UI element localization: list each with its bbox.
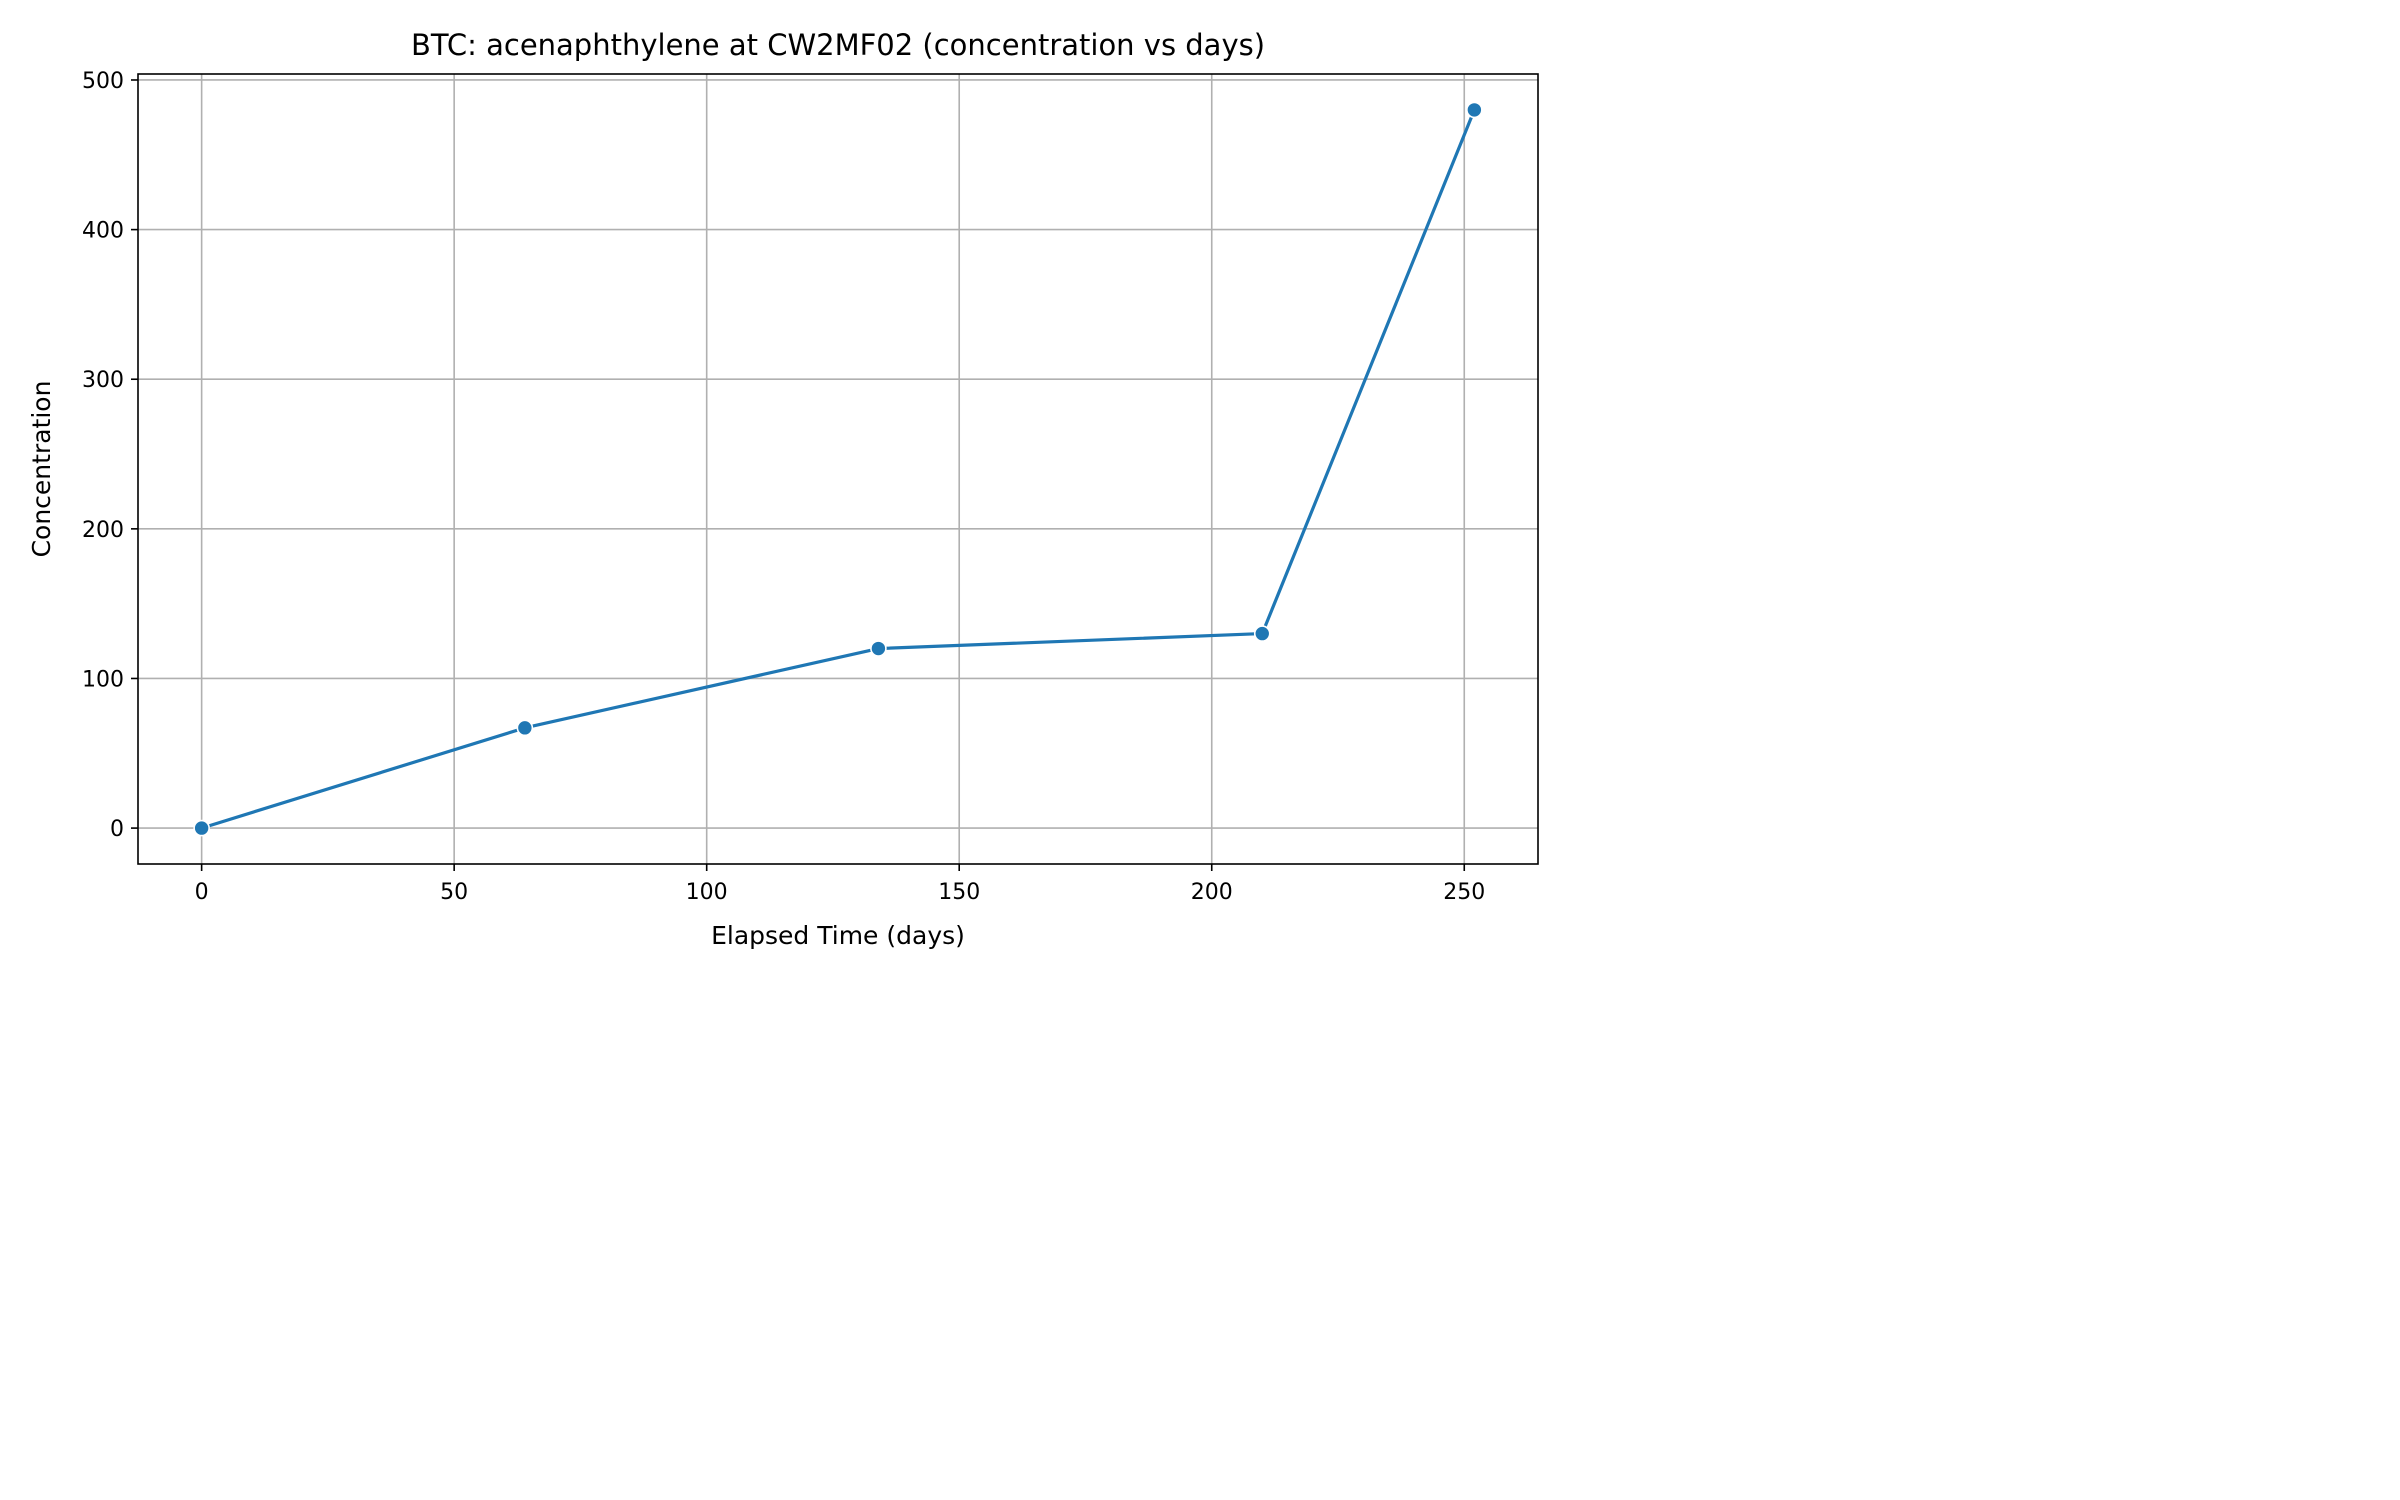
plot-frame	[137, 73, 1539, 865]
data-point	[870, 640, 887, 657]
y-axis-label: Concentration	[27, 381, 56, 558]
series-line	[201, 109, 1476, 830]
data-point	[1253, 625, 1271, 642]
y-tick-label: 0	[110, 817, 124, 842]
chart-title: BTC: acenaphthylene at CW2MF02 (concentr…	[411, 28, 1265, 62]
data-point	[516, 719, 534, 737]
x-tick-label: 100	[686, 880, 728, 905]
y-tick-label: 100	[82, 667, 124, 692]
x-tick-label: 150	[938, 880, 980, 905]
x-tick-label: 50	[440, 880, 468, 905]
series-layer	[193, 101, 1483, 837]
y-tick-label: 400	[82, 219, 124, 244]
x-tick-label: 250	[1443, 880, 1485, 905]
data-point	[193, 819, 210, 837]
axis-ticks: 0 50 100 150 200 250 0 100 200 300 400 500	[82, 69, 1485, 905]
data-point	[1466, 101, 1483, 119]
y-tick-label: 200	[82, 518, 124, 543]
y-tick-label: 300	[82, 368, 124, 393]
x-tick-label: 200	[1191, 880, 1233, 905]
y-tick-label: 500	[82, 69, 124, 94]
chart: BTC: acenaphthylene at CW2MF02 (concentr…	[27, 28, 1539, 950]
x-tick-label: 0	[195, 880, 209, 905]
grid	[138, 74, 1538, 864]
x-axis-label: Elapsed Time (days)	[711, 921, 965, 950]
